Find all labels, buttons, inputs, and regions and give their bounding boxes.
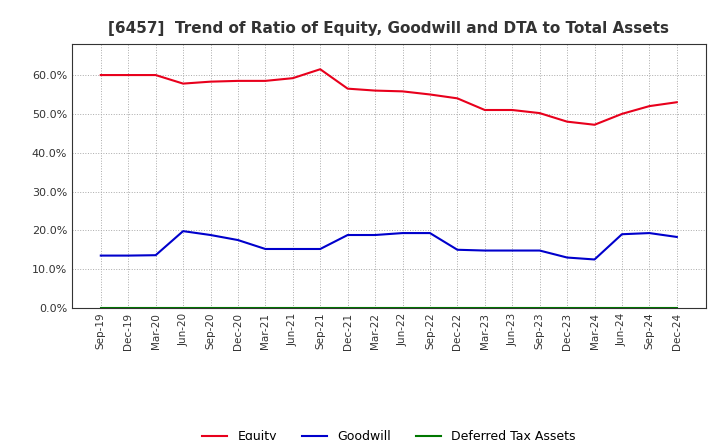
Deferred Tax Assets xyxy=(124,305,132,310)
Deferred Tax Assets xyxy=(563,305,572,310)
Goodwill xyxy=(371,232,379,238)
Deferred Tax Assets xyxy=(179,305,187,310)
Deferred Tax Assets xyxy=(343,305,352,310)
Legend: Equity, Goodwill, Deferred Tax Assets: Equity, Goodwill, Deferred Tax Assets xyxy=(197,425,580,440)
Goodwill xyxy=(233,238,242,243)
Goodwill xyxy=(96,253,105,258)
Deferred Tax Assets xyxy=(508,305,516,310)
Equity xyxy=(316,66,325,72)
Goodwill xyxy=(124,253,132,258)
Deferred Tax Assets xyxy=(371,305,379,310)
Deferred Tax Assets xyxy=(618,305,626,310)
Equity xyxy=(508,107,516,113)
Deferred Tax Assets xyxy=(645,305,654,310)
Equity xyxy=(672,99,681,105)
Equity xyxy=(536,110,544,116)
Deferred Tax Assets xyxy=(261,305,270,310)
Goodwill xyxy=(480,248,489,253)
Goodwill xyxy=(508,248,516,253)
Equity xyxy=(233,78,242,84)
Goodwill xyxy=(151,253,160,258)
Goodwill xyxy=(261,246,270,252)
Deferred Tax Assets xyxy=(233,305,242,310)
Equity xyxy=(563,119,572,124)
Goodwill xyxy=(316,246,325,252)
Deferred Tax Assets xyxy=(96,305,105,310)
Equity xyxy=(453,96,462,101)
Deferred Tax Assets xyxy=(206,305,215,310)
Goodwill xyxy=(426,231,434,236)
Line: Equity: Equity xyxy=(101,69,677,125)
Equity xyxy=(618,111,626,117)
Goodwill xyxy=(289,246,297,252)
Deferred Tax Assets xyxy=(536,305,544,310)
Goodwill xyxy=(536,248,544,253)
Equity xyxy=(151,73,160,78)
Deferred Tax Assets xyxy=(480,305,489,310)
Goodwill xyxy=(453,247,462,253)
Equity xyxy=(124,73,132,78)
Title: [6457]  Trend of Ratio of Equity, Goodwill and DTA to Total Assets: [6457] Trend of Ratio of Equity, Goodwil… xyxy=(108,21,670,36)
Equity xyxy=(645,103,654,109)
Deferred Tax Assets xyxy=(316,305,325,310)
Deferred Tax Assets xyxy=(398,305,407,310)
Goodwill xyxy=(672,235,681,240)
Goodwill xyxy=(590,257,599,262)
Equity xyxy=(398,89,407,94)
Goodwill xyxy=(563,255,572,260)
Goodwill xyxy=(179,228,187,234)
Equity xyxy=(590,122,599,128)
Equity xyxy=(261,78,270,84)
Goodwill xyxy=(645,231,654,236)
Equity xyxy=(480,107,489,113)
Goodwill xyxy=(343,232,352,238)
Deferred Tax Assets xyxy=(426,305,434,310)
Deferred Tax Assets xyxy=(453,305,462,310)
Equity xyxy=(426,92,434,97)
Deferred Tax Assets xyxy=(672,305,681,310)
Deferred Tax Assets xyxy=(151,305,160,310)
Deferred Tax Assets xyxy=(590,305,599,310)
Goodwill xyxy=(618,231,626,237)
Equity xyxy=(289,76,297,81)
Goodwill xyxy=(398,231,407,236)
Equity xyxy=(206,79,215,84)
Equity xyxy=(343,86,352,91)
Deferred Tax Assets xyxy=(289,305,297,310)
Equity xyxy=(96,73,105,78)
Line: Goodwill: Goodwill xyxy=(101,231,677,260)
Equity xyxy=(179,81,187,86)
Equity xyxy=(371,88,379,93)
Goodwill xyxy=(206,232,215,238)
